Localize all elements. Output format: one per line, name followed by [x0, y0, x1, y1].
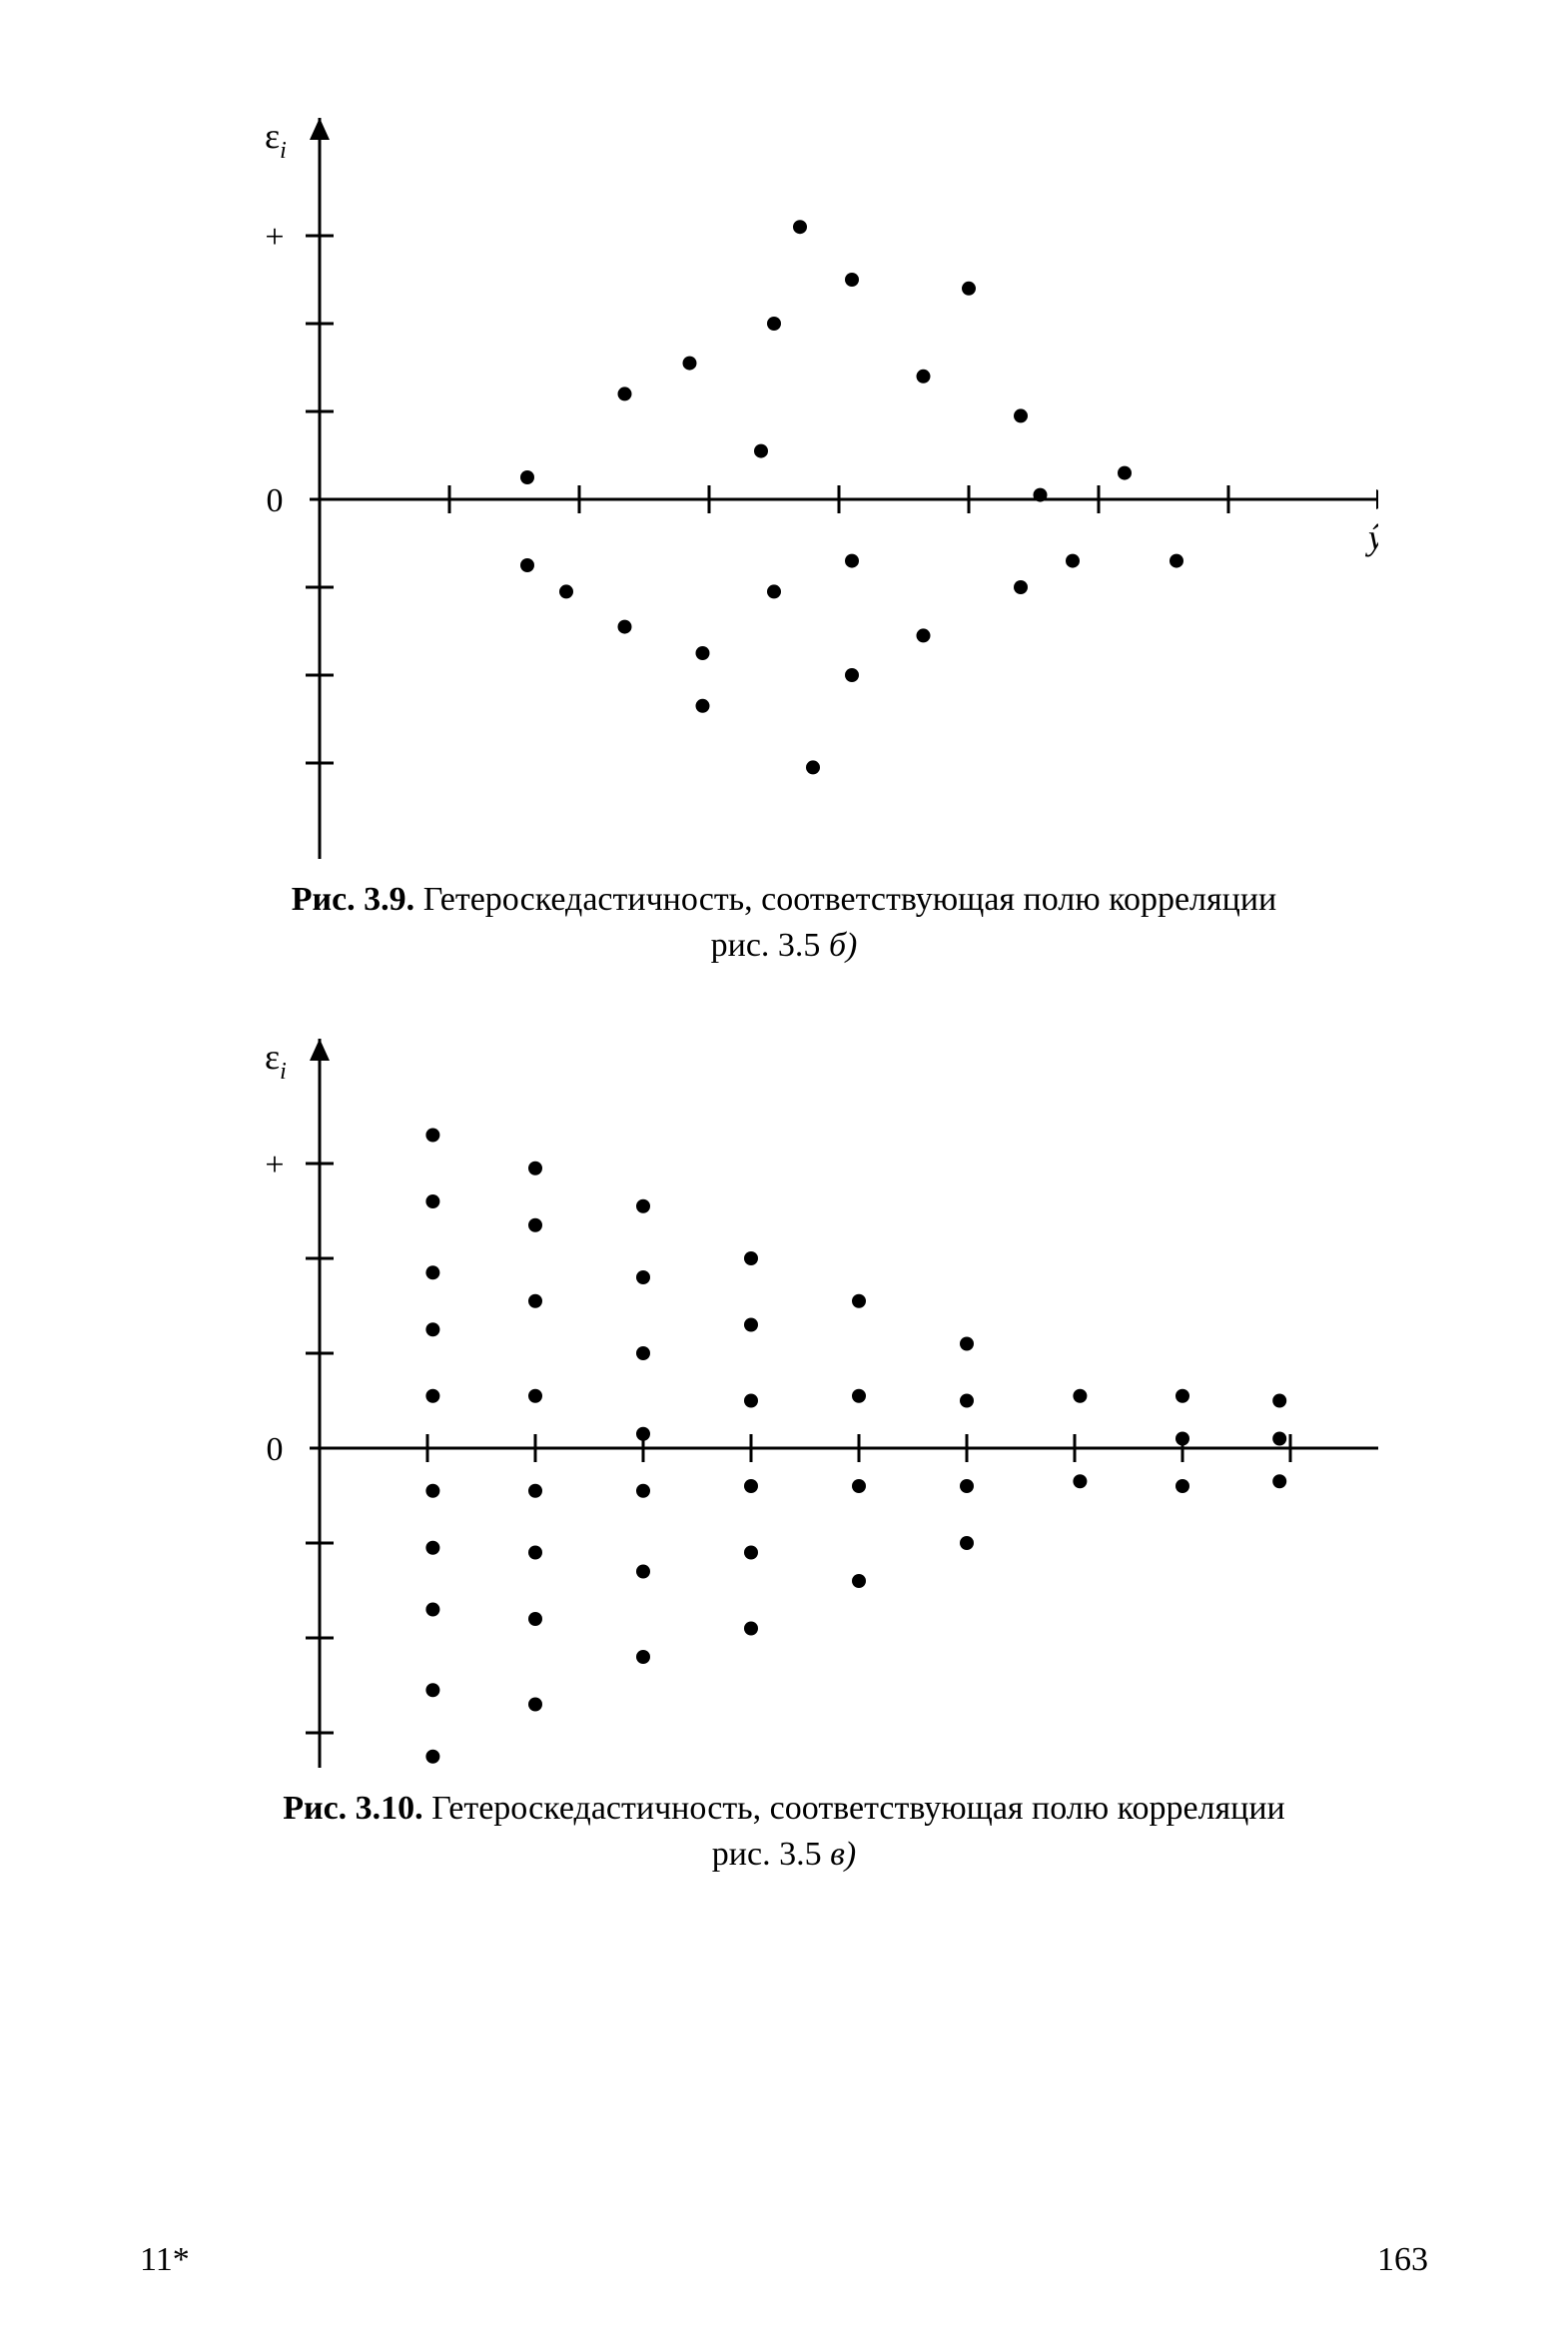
- caption-3-9: Рис. 3.9. Гетероскедастичность, соответс…: [140, 877, 1428, 969]
- svg-text:+: +: [265, 1147, 284, 1183]
- page: εi ŷx +0 Рис. 3.9. Гетероскедастичность, с…: [0, 0, 1568, 2349]
- svg-text:+: +: [265, 219, 284, 256]
- caption-3-10-sub-ital: в): [830, 1836, 856, 1873]
- svg-text:0: 0: [267, 482, 284, 519]
- scatter-chart-3-10: εiŷx+0: [200, 1009, 1378, 1768]
- caption-3-9-prefix: Рис. 3.9.: [292, 881, 414, 918]
- caption-3-10: Рис. 3.10. Гетероскедастичность, соответ…: [140, 1786, 1428, 1878]
- caption-3-10-sub: рис. 3.5: [712, 1836, 830, 1873]
- scatter-chart-3-9: εi ŷx +0: [200, 100, 1378, 859]
- svg-text:εi: εi: [265, 116, 287, 164]
- svg-text:0: 0: [267, 1431, 284, 1468]
- page-number: 163: [1377, 2241, 1428, 2279]
- caption-3-9-sub-ital: б): [829, 927, 857, 964]
- caption-3-9-text: Гетероскедастичность, соответствующая по…: [414, 881, 1276, 918]
- footer-left: 11*: [140, 2241, 190, 2279]
- caption-3-10-text: Гетероскедастичность, соответствующая по…: [423, 1790, 1285, 1827]
- figure-3-9: εi ŷx +0: [200, 100, 1428, 859]
- svg-text:εi: εi: [265, 1037, 287, 1085]
- svg-text:ŷx: ŷx: [1365, 517, 1378, 565]
- figure-3-10: εiŷx+0: [200, 1009, 1428, 1768]
- caption-3-10-prefix: Рис. 3.10.: [283, 1790, 422, 1827]
- page-footer: 11* 163: [140, 2241, 1428, 2279]
- caption-3-9-sub: рис. 3.5: [711, 927, 829, 964]
